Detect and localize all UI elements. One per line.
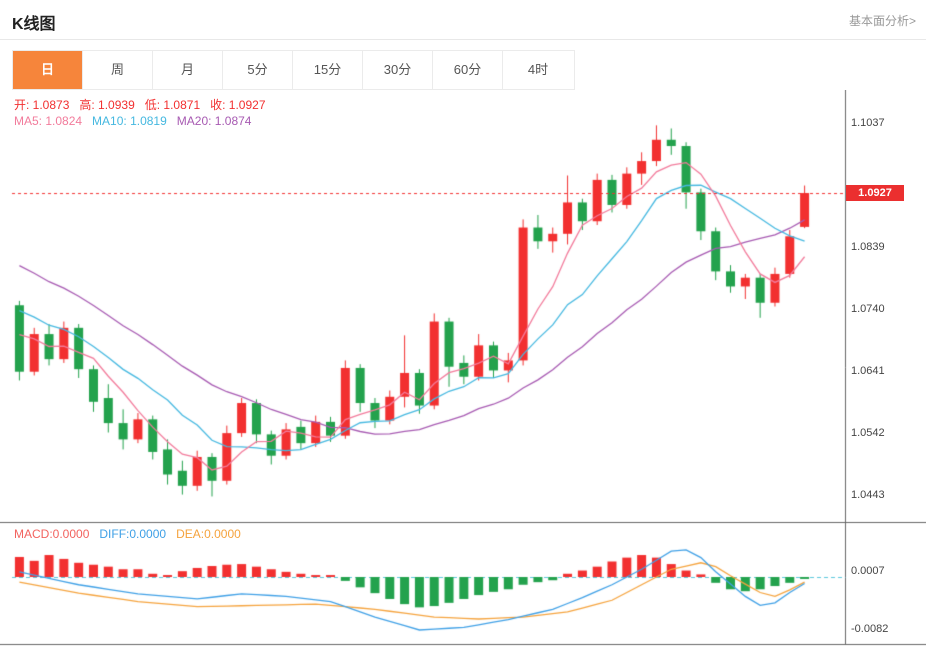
tab-4h[interactable]: 4时 [527,62,549,77]
legend-item: MA20: 1.0874 [176,114,252,128]
tab-week[interactable]: 周 [83,51,153,89]
tab-30min[interactable]: 30分 [363,51,433,89]
legend-item: MA10: 1.0819 [92,114,167,128]
page-title: K线图 [12,16,56,33]
timeframe-tabbar: 日周月 5分 15分 30分 60分 4时 [12,50,575,90]
legend-item: 高: 1.0939 [79,98,135,112]
y-axis-label: 1.0641 [851,365,885,378]
tab-5min[interactable]: 5分 [223,51,293,89]
ma-legend: MA5: 1.0824 MA10: 1.0819 MA20: 1.0874 [14,114,261,128]
legend-item: DEA:0.0000 [176,527,241,541]
tab-month[interactable]: 月 [153,51,223,89]
macd-axis-label: 0.0007 [851,565,885,578]
legend-item: DIFF:0.0000 [99,527,167,541]
legend-item: MA5: 1.0824 [14,114,83,128]
tab-15min[interactable]: 15分 [293,51,363,89]
y-axis-label: 1.0839 [851,241,885,254]
legend-item: 开: 1.0873 [14,98,70,112]
y-axis-label: 1.0443 [851,489,885,502]
tab-60min[interactable]: 60分 [433,51,503,89]
kline-macd-canvas[interactable] [0,90,926,652]
fundamental-analysis-link[interactable]: 基本面分析> [848,14,916,28]
tab-day[interactable]: 日 [13,51,83,89]
y-axis-label: 1.1037 [851,117,885,130]
legend-item: MACD:0.0000 [14,527,90,541]
legend-item: 收: 1.0927 [210,98,266,112]
current-price-tag: 1.0927 [846,185,904,202]
legend-item: 低: 1.0871 [144,98,201,112]
macd-legend: MACD:0.0000 DIFF:0.0000 DEA:0.0000 [14,527,251,541]
ohlc-legend: 开: 1.0873 高: 1.0939 低: 1.0871 收: 1.0927 [14,96,276,113]
macd-axis-label: -0.0082 [851,622,889,635]
y-axis-label: 1.0542 [851,427,885,440]
y-axis-label: 1.0740 [851,303,885,316]
chart-area: 开: 1.0873 高: 1.0939 低: 1.0871 收: 1.0927 MA5… [0,90,926,652]
header: K线图 基本面分析> [0,0,926,40]
